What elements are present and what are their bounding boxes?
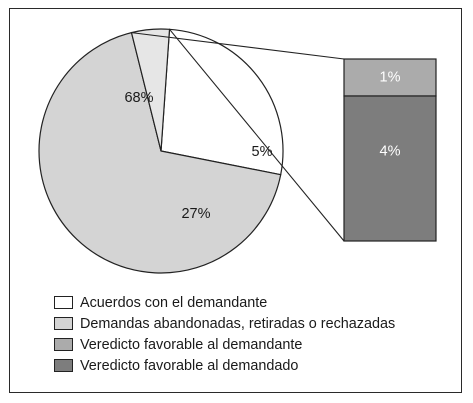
legend-item-veredicto-demandado: Veredicto favorable al demandado: [54, 355, 395, 376]
pie-slice-demandas-abandonadas-retiradas-o-rechazadas: [38, 31, 282, 274]
bar-label-veredicto-favorable-al-demandante: 1%: [380, 69, 401, 85]
breakdown-bar: 1% 4%: [343, 58, 437, 242]
legend-swatch-acuerdos: [54, 296, 73, 309]
pie-label-veredictos: 5%: [252, 144, 273, 160]
legend-item-veredicto-demandante: Veredicto favorable al demandante: [54, 334, 395, 355]
legend-label-acuerdos: Acuerdos con el demandante: [80, 294, 268, 311]
legend-label-veredicto-demandante: Veredicto favorable al demandante: [80, 336, 303, 353]
connector-bottom: [169, 28, 345, 242]
bar-segment-veredicto-favorable-al-demandante: [343, 58, 437, 97]
legend-swatch-veredicto-demandado: [54, 359, 73, 372]
legend-swatch-veredicto-demandante: [54, 338, 73, 351]
legend-label-demandas-abandonadas: Demandas abandonadas, retiradas o rechaz…: [80, 315, 396, 332]
bar-label-veredicto-favorable-al-demandado: 4%: [380, 143, 401, 159]
connector-top: [131, 32, 345, 60]
legend: Acuerdos con el demandante Demandas aban…: [54, 292, 395, 376]
pie-slice-acuerdos-con-el-demandante: [160, 28, 284, 176]
pie-label-acuerdos-con-el-demandante: 27%: [181, 206, 210, 222]
connector-lines: [131, 28, 345, 242]
legend-label-veredicto-demandado: Veredicto favorable al demandado: [80, 357, 299, 374]
bar-segment-veredicto-favorable-al-demandado: [343, 95, 437, 242]
pie-chart: 27% 68% 5%: [38, 28, 284, 274]
pie-label-demandas-abandonadas-retiradas-o-rechazadas: 68%: [124, 90, 153, 106]
legend-item-demandas-abandonadas: Demandas abandonadas, retiradas o rechaz…: [54, 313, 395, 334]
legend-item-acuerdos: Acuerdos con el demandante: [54, 292, 395, 313]
legend-swatch-demandas-abandonadas: [54, 317, 73, 330]
